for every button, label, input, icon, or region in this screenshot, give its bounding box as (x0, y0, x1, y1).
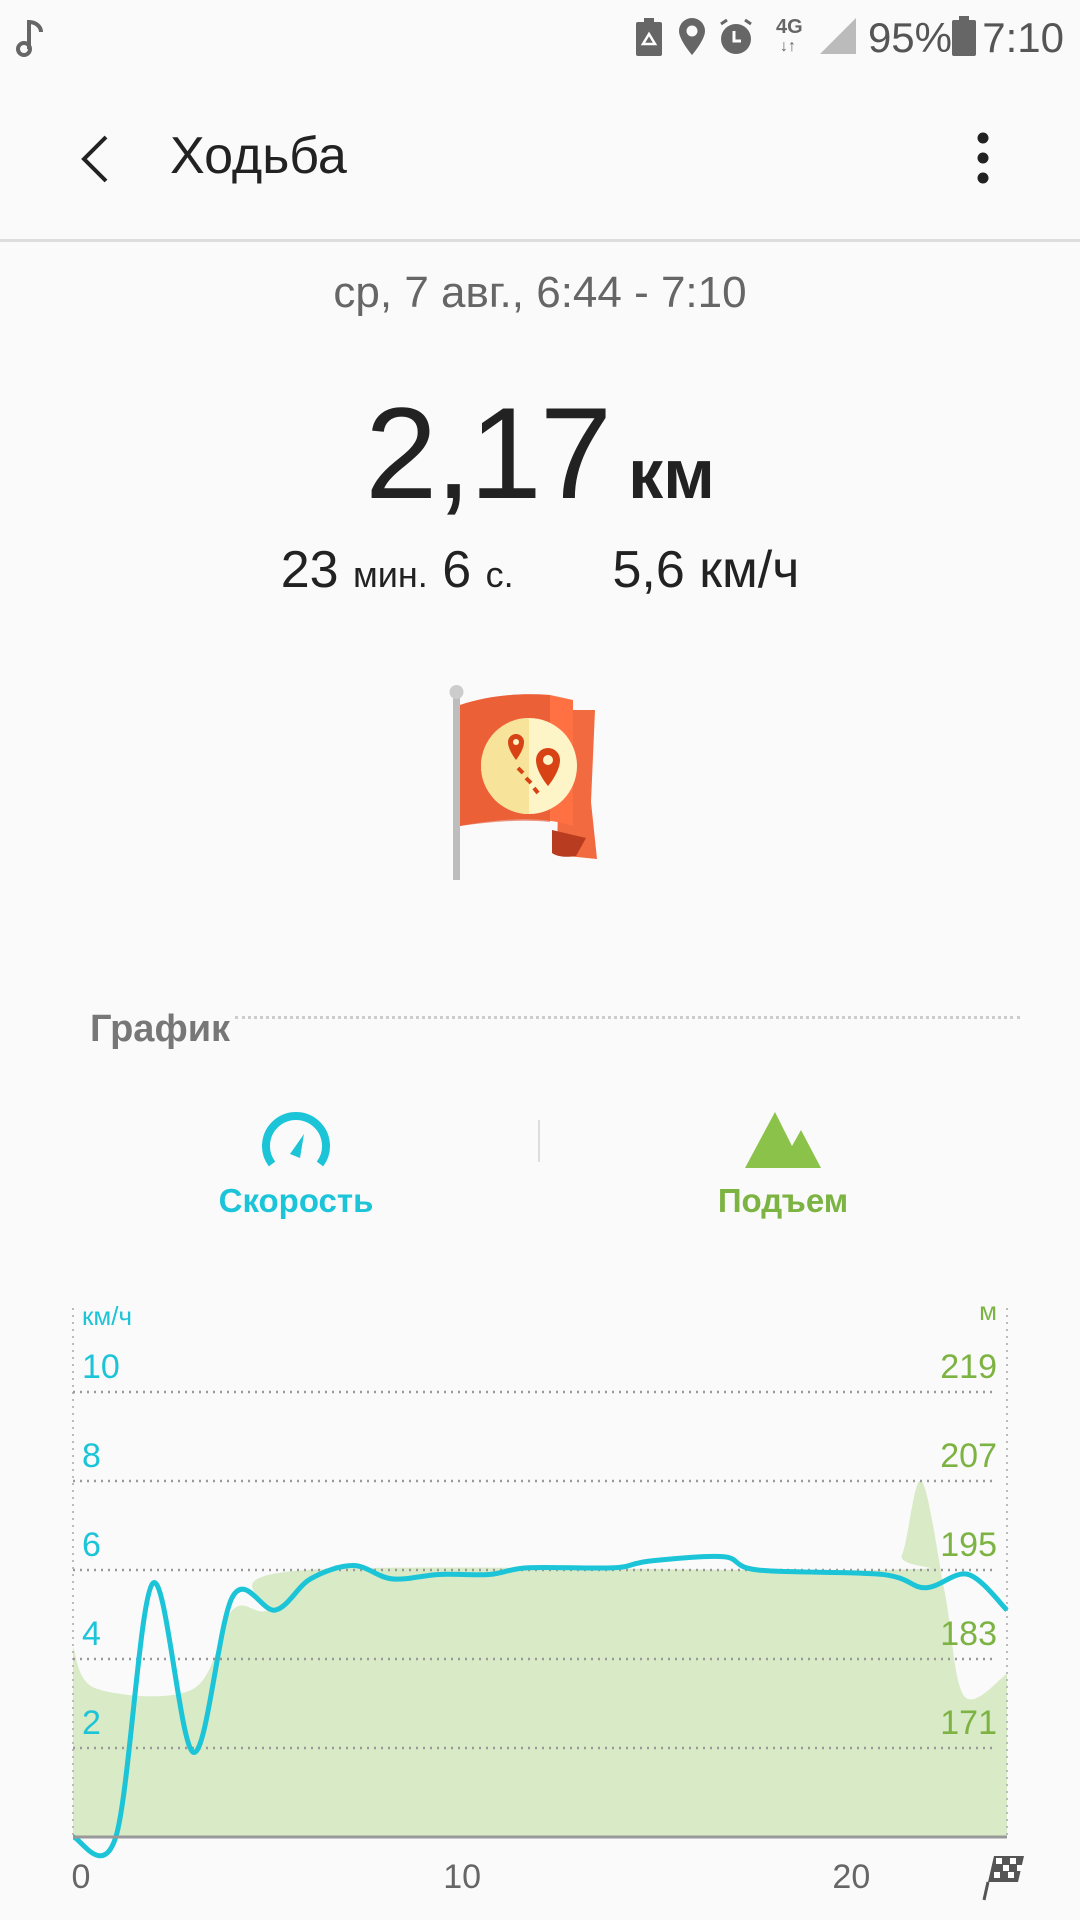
battery-percent: 95% (867, 14, 952, 61)
right-axis-unit: м (979, 1296, 997, 1326)
right-tick-label: 195 (940, 1526, 997, 1564)
music-note-icon (16, 19, 43, 57)
distance-value: 2,17 (365, 380, 612, 526)
tab-speed[interactable]: Скорость (146, 1100, 446, 1240)
mountain-icon (745, 1112, 821, 1168)
distance: 2,17 км (0, 378, 1080, 528)
signal-icon (820, 18, 856, 54)
x-tick-label: 10 (443, 1858, 481, 1896)
4g-data-icon: 4G (776, 16, 803, 38)
section-divider (235, 1016, 1020, 1019)
tab-separator (538, 1120, 540, 1162)
duration-seconds: 6 (442, 541, 472, 599)
avg-speed-value: 5,6 (612, 541, 685, 599)
left-tick-label: 8 (82, 1437, 101, 1475)
right-tick-label: 183 (940, 1615, 997, 1653)
duration-seconds-unit: с. (485, 554, 514, 595)
x-tick-label: 0 (72, 1858, 91, 1896)
speedometer-icon (262, 1112, 330, 1167)
speed-line (72, 1553, 1009, 1859)
left-tick-label: 2 (82, 1704, 101, 1742)
graph-section-title: График (90, 1008, 231, 1050)
data-arrows-icon: ↓↑ (780, 38, 796, 55)
battery-saver-icon (636, 18, 662, 56)
right-tick-label: 207 (940, 1437, 997, 1475)
tab-speed-label: Скорость (218, 1182, 374, 1219)
duration-minutes-unit: мин. (353, 554, 428, 595)
left-tick-label: 4 (82, 1615, 101, 1653)
workout-stats: 23 мин. 6 с. 5,6 км/ч (0, 540, 1080, 600)
route-flag-icon (449, 685, 597, 880)
battery-icon (952, 16, 976, 56)
back-arrow-icon[interactable] (76, 134, 116, 184)
alarm-icon (720, 18, 752, 54)
location-icon (679, 18, 705, 55)
workout-date: ср, 7 авг., 6:44 - 7:10 (333, 268, 747, 317)
finish-flag-icon (982, 1856, 1024, 1901)
speed-elevation-chart: 2 171 4 183 6 195 8 207 10 219 км/ч м 0 10 20 (72, 1296, 1024, 1901)
tab-elevation-label: Подъем (717, 1182, 849, 1219)
status-bar: 4G ↓↑ 95% 7:10 (0, 0, 1080, 80)
right-tick-label: 171 (940, 1704, 997, 1742)
more-vert-icon[interactable] (966, 130, 1000, 190)
left-tick-label: 10 (82, 1348, 120, 1386)
avg-speed-unit: км/ч (699, 541, 800, 599)
distance-unit: км (628, 435, 715, 513)
left-axis-unit: км/ч (82, 1301, 132, 1331)
app-bar-divider (0, 239, 1080, 242)
page-title: Ходьба (170, 127, 347, 185)
right-tick-label: 219 (940, 1348, 997, 1386)
left-tick-label: 6 (82, 1526, 101, 1564)
clock: 7:10 (982, 14, 1064, 61)
duration-minutes: 23 (280, 541, 339, 599)
x-tick-label: 20 (832, 1858, 870, 1896)
tab-elevation[interactable]: Подъем (633, 1100, 933, 1240)
